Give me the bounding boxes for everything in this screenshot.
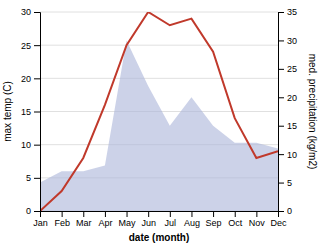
tick-label: Jun <box>141 218 156 228</box>
tick: 5 <box>278 178 292 188</box>
tick-mark <box>62 211 63 217</box>
tick-label: 15 <box>21 107 31 117</box>
tick: Apr <box>98 211 112 228</box>
chart: JanFebMarAprMayJunJulAugSepOctNovDec0510… <box>0 0 318 247</box>
grid-line <box>40 45 278 46</box>
axis-domain <box>34 13 41 212</box>
grid-line <box>40 12 278 13</box>
tick: 15 <box>278 121 297 131</box>
tick: 0 <box>278 206 292 216</box>
tick: Jan <box>33 211 48 228</box>
grid <box>40 12 278 211</box>
area <box>40 40 278 211</box>
tick: Jul <box>165 211 177 228</box>
tick-label: 35 <box>287 7 297 17</box>
tick-mark <box>278 40 284 41</box>
tick: 25 <box>278 64 297 74</box>
tick-label: 25 <box>21 41 31 51</box>
tick-label: 5 <box>26 173 31 183</box>
tick: 10 <box>21 140 40 150</box>
tick-label: Sep <box>206 218 222 228</box>
tick: May <box>119 211 137 228</box>
plot: JanFebMarAprMayJunJulAugSepOctNovDec0510… <box>21 7 297 228</box>
tick-mark <box>278 154 284 155</box>
tick-label: Jan <box>33 218 48 228</box>
tick: 5 <box>26 173 40 183</box>
tick-mark <box>34 78 40 79</box>
tick-mark <box>213 211 214 217</box>
y2-axis: 0 5 10 15 20 25 30 35 <box>278 7 297 216</box>
tick-mark <box>278 97 284 98</box>
tick-mark <box>148 211 149 217</box>
tick: 35 <box>278 7 297 17</box>
tick: 0 <box>26 206 40 216</box>
tick: 30 <box>278 36 297 46</box>
tick-mark <box>34 112 40 113</box>
tick: Jun <box>141 211 156 228</box>
grid-line <box>40 78 278 79</box>
tick-label: 5 <box>287 178 292 188</box>
marks <box>40 12 278 211</box>
tick-label: 30 <box>21 7 31 17</box>
tick-mark <box>105 211 106 217</box>
tick-mark <box>34 178 40 179</box>
tick-mark <box>278 12 284 13</box>
tick-mark <box>235 211 236 217</box>
tick-label: 0 <box>287 206 292 216</box>
tick-label: Jul <box>165 218 177 228</box>
tick-label: 10 <box>287 150 297 160</box>
tick: 20 <box>278 93 297 103</box>
tick-label: Mar <box>76 218 92 228</box>
tick-label: 25 <box>287 64 297 74</box>
tick-label: 10 <box>21 140 31 150</box>
tick-label: Nov <box>249 218 266 228</box>
tick-label: 0 <box>26 206 31 216</box>
tick-mark <box>278 69 284 70</box>
tick-mark <box>34 12 40 13</box>
tick-label: Feb <box>54 218 70 228</box>
tick: 30 <box>21 7 40 17</box>
tick: Oct <box>228 211 243 228</box>
tick: 20 <box>21 74 40 84</box>
axis-domain <box>41 212 279 218</box>
x-axis-title: date (month) <box>129 232 190 243</box>
tick-mark <box>170 211 171 217</box>
tick-label: May <box>119 218 137 228</box>
tick-mark <box>34 45 40 46</box>
tick-mark <box>278 183 284 184</box>
tick-label: Dec <box>270 218 287 228</box>
tick-mark <box>256 211 257 217</box>
tick-label: Aug <box>184 218 200 228</box>
axis-domain <box>279 13 285 212</box>
tick: Nov <box>249 211 266 228</box>
line <box>40 12 278 211</box>
tick: Aug <box>184 211 200 228</box>
tick-mark <box>83 211 84 217</box>
tick: 25 <box>21 41 40 51</box>
tick: Feb <box>54 211 70 228</box>
y2-axis-title: med. precipitation (kg/m2) <box>307 54 318 170</box>
tick: Mar <box>76 211 92 228</box>
tick-mark <box>34 211 40 212</box>
tick: 10 <box>278 150 297 160</box>
tick-mark <box>191 211 192 217</box>
tick-label: Oct <box>228 218 243 228</box>
tick: 15 <box>21 107 40 117</box>
y-axis-title: max temp (C) <box>2 81 13 142</box>
tick: Sep <box>206 211 222 228</box>
x-axis: Jan Feb Mar Apr May Jun Jul Aug Sep Oct Nov Dec <box>33 211 287 228</box>
tick-label: 20 <box>21 74 31 84</box>
tick-label: Apr <box>98 218 112 228</box>
tick: Dec <box>270 211 287 228</box>
y-axis: 0 5 10 15 20 25 30 <box>21 7 41 216</box>
tick-mark <box>278 211 284 212</box>
tick-label: 15 <box>287 121 297 131</box>
tick-label: 20 <box>287 93 297 103</box>
tick-mark <box>127 211 128 217</box>
tick-mark <box>278 126 284 127</box>
tick-mark <box>34 145 40 146</box>
tick-label: 30 <box>287 36 297 46</box>
